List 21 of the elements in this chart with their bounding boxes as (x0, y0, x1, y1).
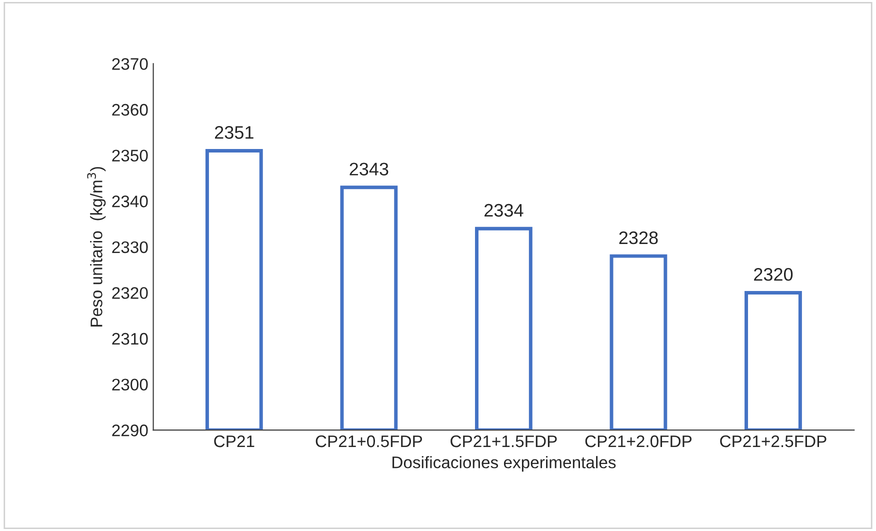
data-label: 2351 (214, 126, 254, 139)
y-tick-label: 2350 (112, 150, 148, 162)
x-tick-label: CP21+2.0FDP (585, 435, 692, 448)
x-axis-title: Dosificaciones experimentales (392, 456, 616, 472)
y-tick-label: 2320 (112, 287, 148, 299)
x-tick-label: CP21+0.5FDP (316, 435, 422, 448)
y-axis-title: Peso unitario (kg/m$^{3}$) (87, 167, 106, 326)
data-label: 2328 (619, 231, 658, 244)
y-tick-label: 2300 (112, 378, 148, 391)
x-tick-label: CP21 (214, 435, 254, 448)
y-tick-label: 2310 (112, 332, 148, 345)
y-tick-label: 2340 (112, 196, 148, 208)
data-label: 2343 (350, 162, 388, 176)
x-tick-label: CP21+1.5FDP (450, 435, 557, 448)
data-label: 2334 (484, 204, 524, 217)
y-tick-label: 2330 (112, 241, 148, 254)
y-tick-label: 2370 (112, 58, 148, 70)
data-label: 2320 (754, 268, 793, 281)
x-tick-label: CP21+2.5FDP (720, 435, 826, 448)
y-tick-label: 2290 (112, 424, 148, 436)
y-tick-label: 2360 (112, 104, 148, 116)
